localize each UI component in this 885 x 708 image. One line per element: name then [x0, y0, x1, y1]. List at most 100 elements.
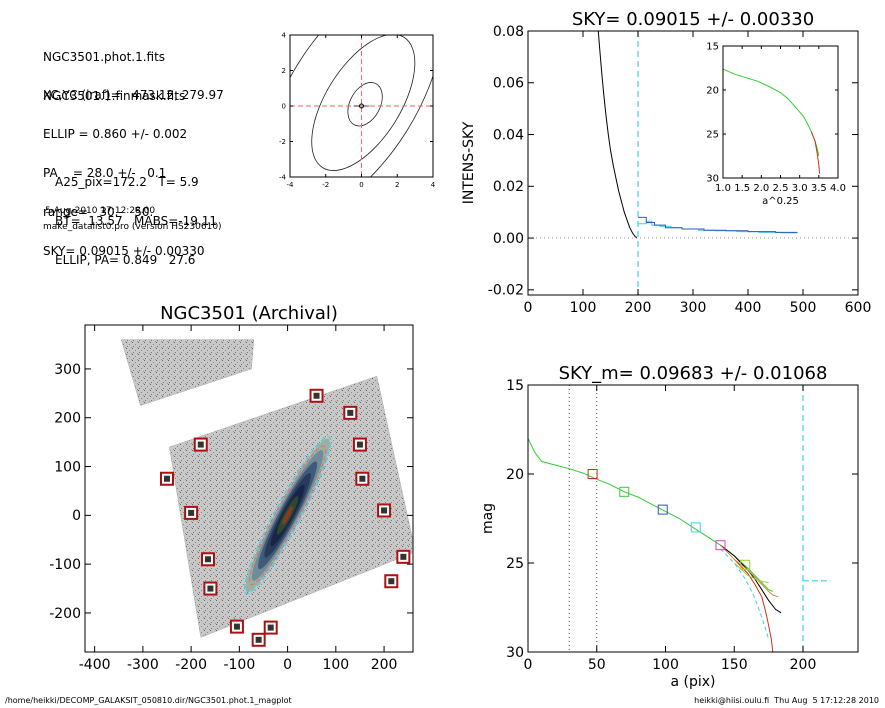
date-stamp: 5-Aug-2010 17:12:28.00 — [45, 206, 156, 216]
star-mask-core — [233, 623, 240, 630]
contour-x-tick-label: 2 — [395, 181, 399, 189]
image-x-tick-label: 100 — [322, 657, 349, 673]
sky-y-tick-label: 0.00 — [493, 231, 524, 247]
sky-plot — [528, 31, 858, 295]
star-mask-core — [197, 441, 204, 448]
inset-x-tick-label: 2.5 — [773, 183, 789, 194]
sky-axes: 0 100 200 300 400 500 600 -0.02 0.00 0.02 0.04 0.06… — [461, 9, 871, 316]
mag-title: SKY_m= 0.09683 +/- 0.01068 — [559, 363, 828, 384]
sky-x-tick-label: 400 — [735, 300, 762, 316]
mag-axes: 0 50 100 150 200 15 20 25 30 SKY_m= 0.09683 +/- 0… — [480, 363, 859, 690]
derived-line: ELLIP, PA= 0.849 27.6 — [55, 253, 196, 267]
inset-x-tick-label: 4.0 — [830, 183, 846, 194]
contour-y-tick-label: 0 — [282, 102, 286, 110]
galaxy-inner-ellipse — [249, 445, 327, 586]
sky-x-tick-label: 300 — [680, 300, 707, 316]
star-mask-core — [188, 509, 195, 516]
sky-x-tick-label: 600 — [845, 300, 872, 316]
image-y-tick-label: 0 — [72, 508, 81, 524]
inset-y-tick-label: 25 — [706, 130, 719, 141]
sky-y-tick-label: 0.06 — [493, 76, 524, 92]
sky-y-tick-label: 0.08 — [493, 24, 524, 40]
image-plot — [120, 339, 413, 647]
star-mask-core — [388, 578, 395, 585]
image-y-tick-label: 100 — [54, 459, 81, 475]
contour-x-tick-label: -2 — [322, 181, 329, 189]
star-mask-core — [356, 441, 363, 448]
mag-frame — [527, 384, 859, 653]
mag-x-tick-label: 100 — [652, 657, 679, 673]
sky-title: SKY= 0.09015 +/- 0.00330 — [572, 9, 814, 30]
image-y-tick-label: 300 — [54, 362, 81, 378]
sky-profile-line — [638, 216, 798, 233]
mag-profile-line — [733, 559, 774, 652]
fit-parameters: XC,YC (iraf)= 473.12, 279.97 ELLIP = 0.8… — [43, 63, 224, 284]
mag-y-tick-label: 15 — [506, 378, 524, 394]
file-name: NGC3501.1.finmask.fits — [43, 89, 186, 103]
mag-y-label: mag — [480, 503, 496, 534]
profile-marker — [715, 540, 726, 551]
image-x-tick-label: -400 — [79, 657, 111, 673]
image-x-tick-label: -300 — [127, 657, 159, 673]
footer-path: /home/heikki/DECOMP_GALAKSIT_050810.dir/… — [5, 696, 292, 705]
derived-line: BT= 13.57 MABS=-19.11 — [55, 214, 217, 228]
footer-user-time: heikki@hiisi.oulu.fi Thu Aug 5 17:12:28 … — [694, 696, 879, 705]
mag-x-tick-label: 150 — [721, 657, 748, 673]
mag-x-label: a (pix) — [670, 674, 715, 690]
mag-x-tick-label: 50 — [588, 657, 606, 673]
contour-ellipse — [311, 35, 416, 171]
mag-profile-line — [720, 544, 779, 598]
mag-profile-line — [720, 544, 782, 614]
mag-plot — [528, 385, 831, 652]
file-list: NGC3501.phot.1.fits NGC3501.1.finmask.fi… — [43, 25, 185, 129]
image-x-tick-label: 0 — [283, 657, 292, 673]
star-mask-core — [164, 475, 170, 482]
param-line: XC,YC (iraf)= 473.12, 279.97 — [43, 88, 224, 102]
inset-x-tick-label: 1.5 — [734, 183, 750, 194]
contour-ellipse — [347, 82, 383, 127]
sky-x-tick-label: 100 — [570, 300, 597, 316]
inset-y-tick-label: 30 — [706, 174, 719, 185]
param-line: ELLIP = 0.860 +/- 0.002 — [43, 127, 188, 141]
star-mask-core — [205, 556, 211, 563]
contour-y-tick-label: 4 — [282, 31, 287, 39]
inset-x-tick-label: 3.5 — [811, 183, 827, 194]
star-mask-core — [267, 624, 274, 631]
sky-x-tick-label: 200 — [625, 300, 652, 316]
mag-y-tick-label: 25 — [506, 556, 524, 572]
image-y-tick-label: -200 — [49, 606, 81, 622]
profile-marker — [619, 486, 630, 497]
sky-y-tick-label: 0.02 — [493, 179, 524, 195]
derived-parameters: A25_pix=172.2 T= 5.9 BT= 13.57 MABS=-19.… — [55, 150, 217, 293]
image-x-tick-label: 200 — [371, 657, 398, 673]
profile-marker — [690, 522, 701, 533]
image-title: NGC3501 (Archival) — [160, 303, 338, 324]
sky-x-tick-label: 0 — [524, 300, 533, 316]
image-y-tick-label: 200 — [54, 411, 81, 427]
galaxy-fit-ellipse — [243, 436, 332, 595]
sky-y-tick-label: 0.04 — [493, 127, 524, 143]
inset-background — [723, 46, 838, 178]
image-x-tick-label: -100 — [223, 657, 255, 673]
image-frame — [84, 324, 414, 653]
derived-line: A25_pix=172.2 T= 5.9 — [55, 175, 199, 189]
inset-x-tick-label: 2.0 — [753, 183, 769, 194]
star-mask-core — [381, 507, 388, 514]
contour-lines — [290, 35, 433, 177]
image-y-tick-label: -100 — [49, 557, 81, 573]
inset-x-label: a^0.25 — [762, 196, 799, 207]
image-x-tick-label: -200 — [175, 657, 207, 673]
mag-y-tick-label: 30 — [506, 645, 524, 661]
profile-marker — [740, 559, 751, 570]
contour-y-tick-label: 2 — [282, 67, 286, 75]
star-mask-core — [255, 636, 262, 643]
inset-x-tick-label: 1.0 — [715, 183, 731, 194]
profile-marker — [657, 504, 668, 515]
param-line: range= 30.- 50. — [43, 205, 154, 219]
sky-profile-line — [597, 31, 638, 238]
contour-x-tick-label: 0 — [359, 181, 363, 189]
galaxy-isophote — [282, 506, 293, 525]
inset-x-tick-label: 3.0 — [792, 183, 808, 194]
